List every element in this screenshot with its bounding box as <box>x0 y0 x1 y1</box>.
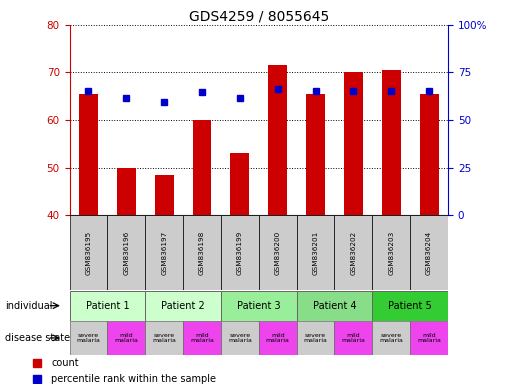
Text: GSM836202: GSM836202 <box>350 230 356 275</box>
Text: GSM836201: GSM836201 <box>313 230 319 275</box>
Text: severe
malaria: severe malaria <box>77 333 100 343</box>
Bar <box>70 215 107 290</box>
Bar <box>193 120 212 215</box>
Text: GSM836197: GSM836197 <box>161 230 167 275</box>
Text: GSM836200: GSM836200 <box>274 230 281 275</box>
Bar <box>221 215 259 290</box>
Bar <box>297 321 335 355</box>
Bar <box>410 215 448 290</box>
Bar <box>117 167 136 215</box>
Bar <box>107 215 145 290</box>
Bar <box>297 291 372 321</box>
Bar <box>154 175 174 215</box>
Text: GSM836199: GSM836199 <box>237 230 243 275</box>
Text: Patient 1: Patient 1 <box>85 301 129 311</box>
Bar <box>410 321 448 355</box>
Text: Patient 5: Patient 5 <box>388 301 432 311</box>
Bar <box>268 65 287 215</box>
Bar <box>70 321 107 355</box>
Text: mild
malaria: mild malaria <box>114 333 138 343</box>
Bar <box>183 321 221 355</box>
Text: disease state: disease state <box>5 333 70 343</box>
Bar <box>145 291 221 321</box>
Text: mild
malaria: mild malaria <box>341 333 365 343</box>
Text: Patient 2: Patient 2 <box>161 301 205 311</box>
Text: severe
malaria: severe malaria <box>152 333 176 343</box>
Text: Patient 4: Patient 4 <box>313 301 356 311</box>
Text: severe
malaria: severe malaria <box>304 333 328 343</box>
Bar <box>335 215 372 290</box>
Bar <box>183 215 221 290</box>
Bar <box>372 321 410 355</box>
Text: GSM836204: GSM836204 <box>426 230 432 275</box>
Text: count: count <box>52 358 79 368</box>
Bar <box>79 94 98 215</box>
Bar <box>221 321 259 355</box>
Title: GDS4259 / 8055645: GDS4259 / 8055645 <box>188 10 329 24</box>
Text: GSM836196: GSM836196 <box>123 230 129 275</box>
Text: percentile rank within the sample: percentile rank within the sample <box>52 374 216 384</box>
Bar <box>297 215 335 290</box>
Text: GSM836203: GSM836203 <box>388 230 394 275</box>
Text: mild
malaria: mild malaria <box>417 333 441 343</box>
Bar <box>259 215 297 290</box>
Bar <box>221 291 297 321</box>
Text: severe
malaria: severe malaria <box>380 333 403 343</box>
Text: severe
malaria: severe malaria <box>228 333 252 343</box>
Bar <box>306 94 325 215</box>
Bar <box>230 153 249 215</box>
Text: Patient 3: Patient 3 <box>237 301 281 311</box>
Text: mild
malaria: mild malaria <box>266 333 289 343</box>
Bar <box>145 215 183 290</box>
Bar <box>420 94 439 215</box>
Bar <box>107 321 145 355</box>
Text: GSM836195: GSM836195 <box>85 230 92 275</box>
Bar <box>70 291 145 321</box>
Text: mild
malaria: mild malaria <box>190 333 214 343</box>
Text: GSM836198: GSM836198 <box>199 230 205 275</box>
Bar <box>335 321 372 355</box>
Bar <box>259 321 297 355</box>
Bar <box>372 291 448 321</box>
Text: individual: individual <box>5 301 53 311</box>
Bar <box>372 215 410 290</box>
Bar <box>344 73 363 215</box>
Bar <box>382 70 401 215</box>
Bar <box>145 321 183 355</box>
